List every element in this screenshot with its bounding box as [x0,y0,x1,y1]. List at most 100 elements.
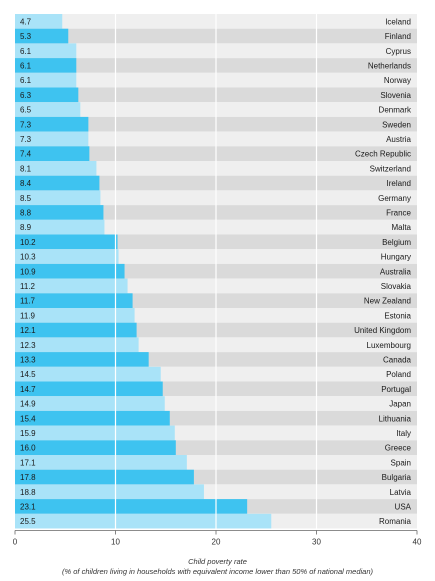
value-label: 25.5 [20,517,36,526]
bar [15,249,119,264]
country-label: Belgium [382,238,411,247]
value-label: 18.8 [20,488,36,497]
country-label: Germany [378,194,411,203]
country-label: Latvia [390,488,412,497]
country-label: United Kingdom [354,326,411,335]
bar [15,102,81,117]
value-label: 8.4 [20,179,32,188]
country-label: Greece [385,444,412,453]
x-axis-title-line1: Child poverty rate [188,557,247,566]
bar [15,87,79,103]
bar [15,72,77,88]
value-labels: 4.7 5.3 6.1 6.1 6.1 6.3 6.5 7.3 7.3 7.4 8.1 8.4 8.5 8… [20,17,36,526]
tick-label: 0 [13,538,18,547]
value-label: 8.1 [20,164,32,173]
country-label: Finland [385,32,411,41]
country-label: Slovenia [380,91,411,100]
value-label: 6.1 [20,76,32,85]
value-label: 16.0 [20,444,36,453]
country-label: Bulgaria [382,473,412,482]
country-label: Norway [384,76,411,85]
value-label: 4.7 [20,17,32,26]
value-label: 10.2 [20,238,36,247]
bar [15,263,125,279]
value-label: 7.3 [20,120,32,129]
country-label: Portugal [381,385,411,394]
x-axis-title: Child poverty rate (% of children living… [0,557,435,577]
country-label: Poland [386,370,411,379]
value-label: 23.1 [20,502,36,511]
country-label: Estonia [384,311,411,320]
value-label: 15.4 [20,414,36,423]
country-label: Ireland [387,179,411,188]
country-label: Spain [391,458,411,467]
value-label: 17.8 [20,473,36,482]
country-label: Australia [380,267,412,276]
value-label: 12.3 [20,341,36,350]
tick-label: 10 [111,538,120,547]
bar [15,28,69,44]
country-label: Cyprus [386,47,411,56]
country-label: Austria [386,135,411,144]
bar [15,455,187,470]
bar [15,484,204,500]
bar [15,293,133,308]
tick-label: 20 [212,538,221,547]
bar [15,131,89,147]
x-axis-title-line2: (% of children living in households with… [61,567,373,576]
bar [15,499,248,514]
bar [15,308,135,323]
value-label: 14.5 [20,370,36,379]
country-label: Canada [383,355,412,364]
bar [15,440,176,455]
country-label: Slovakia [381,282,412,291]
bar [15,219,105,235]
value-label: 10.9 [20,267,36,276]
country-label: Switzerland [370,164,411,173]
tick-label: 40 [413,538,422,547]
value-label: 6.1 [20,47,32,56]
country-label: Malta [391,223,411,232]
value-label: 14.9 [20,400,36,409]
country-label: Luxembourg [367,341,411,350]
country-labels: Iceland Finland Cyprus Netherlands Norway Slo… [354,17,412,526]
bar [15,396,165,411]
country-label: Italy [396,429,411,438]
value-label: 11.9 [20,311,36,320]
value-label: 17.1 [20,458,36,467]
value-label: 8.9 [20,223,32,232]
value-label: 6.3 [20,91,32,100]
country-label: Czech Republic [355,150,411,159]
country-label: Denmark [379,106,412,115]
value-label: 8.8 [20,208,32,217]
bar [15,175,100,191]
bars [15,14,272,529]
value-label: 13.3 [20,355,36,364]
bar [15,14,63,29]
bar [15,278,128,294]
value-label: 6.1 [20,61,32,70]
bar [15,366,161,382]
value-label: 12.1 [20,326,36,335]
value-label: 6.5 [20,106,32,115]
value-label: 7.4 [20,150,32,159]
country-label: New Zealand [364,297,411,306]
bar [15,337,139,353]
country-label: Netherlands [368,61,411,70]
bar [15,116,89,132]
bar [15,43,77,59]
country-label: France [386,208,411,217]
value-label: 7.3 [20,135,32,144]
bar [15,205,104,220]
value-label: 15.9 [20,429,36,438]
gridlines [114,14,318,529]
bar [15,234,118,250]
country-label: Lithuania [379,414,412,423]
value-label: 10.3 [20,253,36,262]
value-label: 8.5 [20,194,32,203]
bar [15,161,97,176]
bar [15,410,170,426]
value-label: 14.7 [20,385,36,394]
bar [15,190,101,206]
